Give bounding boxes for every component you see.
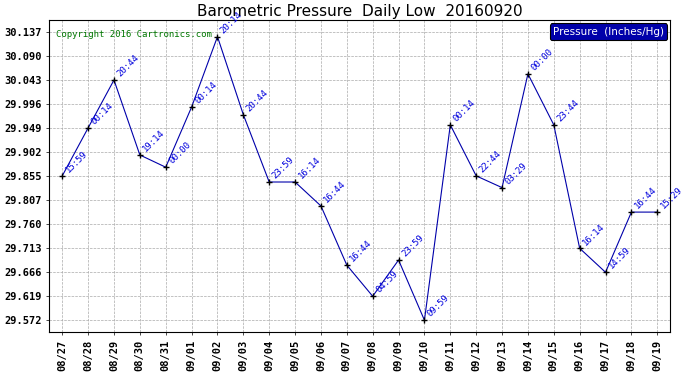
Text: 16:44: 16:44 bbox=[633, 185, 658, 211]
Text: 16:44: 16:44 bbox=[322, 179, 348, 205]
Text: 19:14: 19:14 bbox=[141, 128, 166, 154]
Title: Barometric Pressure  Daily Low  20160920: Barometric Pressure Daily Low 20160920 bbox=[197, 4, 522, 19]
Text: 20:44: 20:44 bbox=[115, 53, 141, 79]
Text: 22:44: 22:44 bbox=[477, 149, 503, 174]
Text: 20:14: 20:14 bbox=[219, 10, 244, 35]
Text: 09:59: 09:59 bbox=[426, 294, 451, 319]
Text: 04:59: 04:59 bbox=[374, 270, 400, 295]
Text: 00:00: 00:00 bbox=[529, 47, 555, 72]
Text: 20:44: 20:44 bbox=[245, 88, 270, 113]
Text: Copyright 2016 Cartronics.com: Copyright 2016 Cartronics.com bbox=[55, 30, 211, 39]
Legend: Pressure  (Inches/Hg): Pressure (Inches/Hg) bbox=[550, 24, 667, 40]
Text: 00:14: 00:14 bbox=[193, 80, 218, 106]
Text: 03:29: 03:29 bbox=[504, 161, 529, 186]
Text: 00:00: 00:00 bbox=[167, 141, 193, 166]
Text: 00:14: 00:14 bbox=[452, 98, 477, 123]
Text: 15:29: 15:29 bbox=[659, 185, 684, 211]
Text: 00:14: 00:14 bbox=[90, 101, 115, 126]
Text: 14:59: 14:59 bbox=[607, 246, 632, 271]
Text: 15:59: 15:59 bbox=[63, 149, 89, 174]
Text: 23:59: 23:59 bbox=[400, 233, 425, 259]
Text: 16:14: 16:14 bbox=[581, 222, 607, 247]
Text: 16:44: 16:44 bbox=[348, 238, 373, 264]
Text: 23:44: 23:44 bbox=[555, 98, 580, 123]
Text: 23:59: 23:59 bbox=[270, 155, 296, 181]
Text: 16:14: 16:14 bbox=[297, 155, 322, 181]
